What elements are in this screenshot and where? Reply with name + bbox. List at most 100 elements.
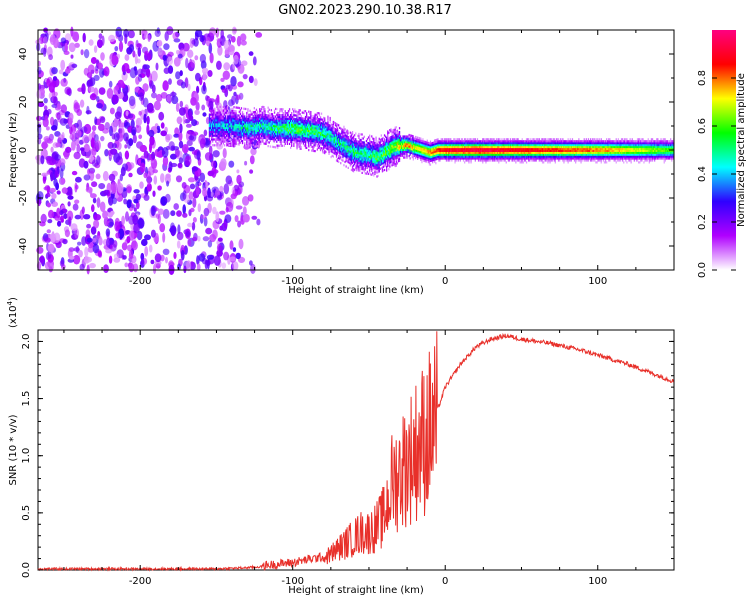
noise-cell: [190, 207, 195, 213]
noise-cell: [73, 102, 81, 113]
ridge-cell: [238, 124, 240, 127]
noise-cell: [128, 215, 135, 225]
ridge-cell: [268, 112, 270, 115]
noise-cell: [127, 113, 134, 119]
noise-cell: [37, 133, 43, 140]
ridge-cell: [249, 130, 251, 134]
ridge-cell: [239, 126, 242, 129]
ridge-cell: [227, 123, 229, 126]
ridge-cell: [267, 127, 269, 130]
ridge-cell: [217, 138, 219, 141]
ridge-cell: [250, 128, 252, 131]
ridge-cell: [260, 131, 262, 134]
noise-cell: [187, 83, 191, 92]
ridge-cell: [218, 123, 220, 126]
noise-cell: [50, 171, 54, 182]
ridge-cell: [386, 167, 388, 170]
noise-cell: [249, 155, 255, 165]
noise-cell: [147, 52, 152, 62]
ridge-cell: [229, 136, 231, 139]
ridge-cell: [227, 107, 229, 110]
noise-cell: [70, 223, 78, 231]
noise-cell: [60, 215, 64, 223]
ridge-cell: [254, 131, 256, 135]
noise-cell: [60, 178, 66, 185]
ridge-cell: [396, 162, 398, 165]
ridge-cell: [366, 170, 369, 173]
noise-cell: [120, 166, 126, 177]
noise-cell: [143, 194, 150, 201]
noise-cell: [78, 250, 83, 258]
ridge-cell: [261, 115, 263, 118]
ridge-cell: [250, 132, 252, 135]
ridge-cell: [252, 116, 254, 120]
noise-cell: [170, 153, 177, 160]
ridge-cell: [264, 123, 266, 126]
noise-cell: [250, 263, 256, 274]
noise-cell: [130, 119, 135, 129]
ridge-cell: [263, 134, 265, 137]
ridge-cell: [388, 131, 390, 134]
ridge-cell: [336, 127, 339, 130]
ridge-cell: [260, 136, 262, 140]
ridge-cell: [224, 132, 227, 135]
noise-cell: [126, 186, 132, 194]
noise-cell: [89, 170, 95, 181]
noise-cell: [148, 244, 153, 253]
ridge-cell: [238, 126, 240, 129]
noise-cell: [228, 160, 235, 168]
ridge-cell: [236, 120, 238, 123]
ridge-cell: [232, 130, 234, 134]
ridge-cell: [230, 117, 232, 120]
noise-cell: [40, 155, 45, 165]
ridge-cell: [233, 140, 235, 143]
ridge-cell: [217, 136, 219, 139]
noise-cell: [247, 194, 254, 202]
noise-cell: [192, 197, 197, 208]
ridge-cell: [222, 142, 224, 145]
ridge-cell: [329, 120, 331, 123]
ridge-cell: [222, 125, 224, 128]
ridge-cell: [213, 126, 215, 130]
ridge-cell: [263, 107, 265, 111]
ridge-cell: [253, 118, 255, 121]
ridge-cell: [213, 119, 215, 122]
ridge-cell: [219, 117, 221, 120]
ridge-cell: [261, 123, 263, 126]
noise-cell: [177, 53, 183, 59]
noise-cell: [83, 143, 90, 153]
ridge-cell: [213, 125, 215, 128]
noise-cell: [65, 68, 71, 74]
noise-cell: [82, 32, 86, 43]
noise-cell: [57, 134, 64, 141]
ridge-cell: [234, 137, 236, 140]
noise-cell: [134, 211, 141, 216]
ridge-cell: [404, 156, 406, 159]
noise-cell: [130, 240, 138, 251]
noise-cell: [179, 123, 183, 134]
noise-cell: [131, 129, 136, 136]
noise-cell: [92, 243, 100, 254]
ridge-cell: [248, 129, 250, 132]
ridge-cell: [278, 112, 280, 115]
noise-cell: [163, 43, 170, 50]
ridge-cell: [222, 117, 224, 120]
ridge-cell: [246, 113, 248, 116]
ridge-cell: [420, 137, 422, 140]
noise-cell: [143, 150, 149, 159]
noise-cell: [138, 134, 143, 140]
ridge-cell: [231, 115, 233, 118]
ridge-cell: [378, 170, 380, 173]
noise-cell: [91, 181, 98, 188]
ridge-cell: [265, 135, 267, 138]
ridge-cell: [262, 128, 264, 131]
noise-cell: [205, 95, 209, 102]
noise-cell: [155, 62, 159, 71]
noise-cell: [57, 220, 62, 227]
ridge-cell: [470, 159, 472, 162]
noise-cell: [125, 211, 129, 222]
ridge-cell: [230, 121, 232, 124]
noise-cell: [182, 190, 187, 200]
ridge-cell: [267, 141, 269, 144]
noise-cell: [150, 70, 158, 82]
